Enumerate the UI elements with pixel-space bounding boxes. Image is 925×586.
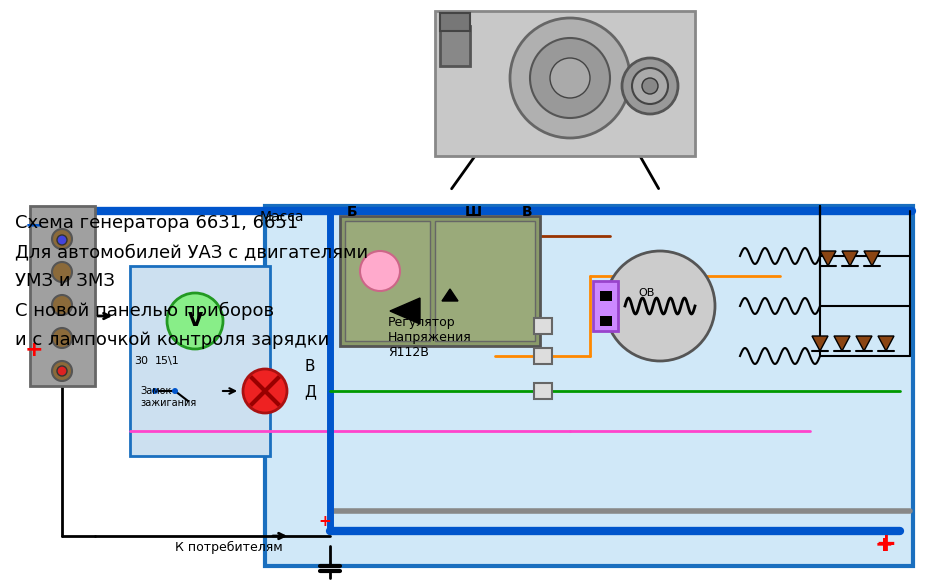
Circle shape bbox=[167, 293, 223, 349]
Text: 30: 30 bbox=[134, 356, 148, 366]
Text: Регулятор
Напряжения
Я112В: Регулятор Напряжения Я112В bbox=[388, 316, 472, 359]
Text: ОВ: ОВ bbox=[638, 288, 654, 298]
Circle shape bbox=[152, 388, 158, 394]
Text: +: + bbox=[318, 514, 331, 529]
Text: V: V bbox=[188, 312, 203, 331]
Circle shape bbox=[52, 262, 72, 282]
Text: Схема генератора 6631, 6651
Для автомобилей УАЗ с двигателями
УМЗ и ЗМЗ
С новой : Схема генератора 6631, 6651 Для автомоби… bbox=[15, 214, 368, 349]
Circle shape bbox=[510, 18, 630, 138]
Text: −: − bbox=[25, 215, 43, 235]
Polygon shape bbox=[864, 251, 880, 266]
Text: +: + bbox=[875, 532, 896, 556]
Text: Д: Д bbox=[304, 384, 315, 399]
Text: +: + bbox=[25, 340, 43, 360]
Circle shape bbox=[172, 388, 178, 394]
Text: В: В bbox=[522, 205, 533, 219]
Text: Б: Б bbox=[347, 205, 358, 219]
Bar bbox=[345, 221, 430, 341]
Bar bbox=[600, 316, 612, 326]
Circle shape bbox=[530, 38, 610, 118]
Polygon shape bbox=[834, 336, 850, 351]
Circle shape bbox=[622, 58, 678, 114]
Text: +: + bbox=[875, 535, 894, 555]
Bar bbox=[600, 291, 612, 301]
Polygon shape bbox=[842, 251, 858, 266]
Circle shape bbox=[605, 251, 715, 361]
Circle shape bbox=[52, 295, 72, 315]
Bar bbox=[440, 13, 470, 31]
Circle shape bbox=[243, 369, 287, 413]
Polygon shape bbox=[820, 251, 836, 266]
Bar bbox=[340, 216, 540, 346]
Polygon shape bbox=[856, 336, 872, 351]
Text: −: − bbox=[688, 200, 707, 220]
Bar bbox=[30, 206, 95, 386]
Text: 15\1: 15\1 bbox=[155, 356, 179, 366]
Circle shape bbox=[642, 78, 658, 94]
Bar bbox=[265, 206, 913, 566]
Polygon shape bbox=[390, 298, 420, 324]
Circle shape bbox=[52, 229, 72, 249]
Bar bbox=[435, 11, 695, 156]
Text: Замок
зажигания: Замок зажигания bbox=[140, 386, 196, 408]
Bar bbox=[534, 318, 552, 334]
Bar bbox=[440, 26, 470, 66]
Polygon shape bbox=[812, 336, 828, 351]
Polygon shape bbox=[878, 336, 894, 351]
Circle shape bbox=[57, 235, 67, 245]
Polygon shape bbox=[442, 289, 458, 301]
Circle shape bbox=[360, 251, 400, 291]
Bar bbox=[435, 221, 535, 341]
Text: В: В bbox=[304, 359, 314, 374]
Bar bbox=[534, 348, 552, 364]
Bar bbox=[593, 281, 618, 331]
Bar bbox=[534, 383, 552, 399]
Circle shape bbox=[57, 366, 67, 376]
Circle shape bbox=[52, 361, 72, 381]
Text: Ш: Ш bbox=[465, 205, 482, 219]
Bar bbox=[130, 266, 270, 456]
Text: Масса: Масса bbox=[260, 210, 304, 224]
Circle shape bbox=[632, 68, 668, 104]
Circle shape bbox=[52, 328, 72, 348]
Text: К потребителям: К потребителям bbox=[175, 541, 283, 554]
Circle shape bbox=[550, 58, 590, 98]
